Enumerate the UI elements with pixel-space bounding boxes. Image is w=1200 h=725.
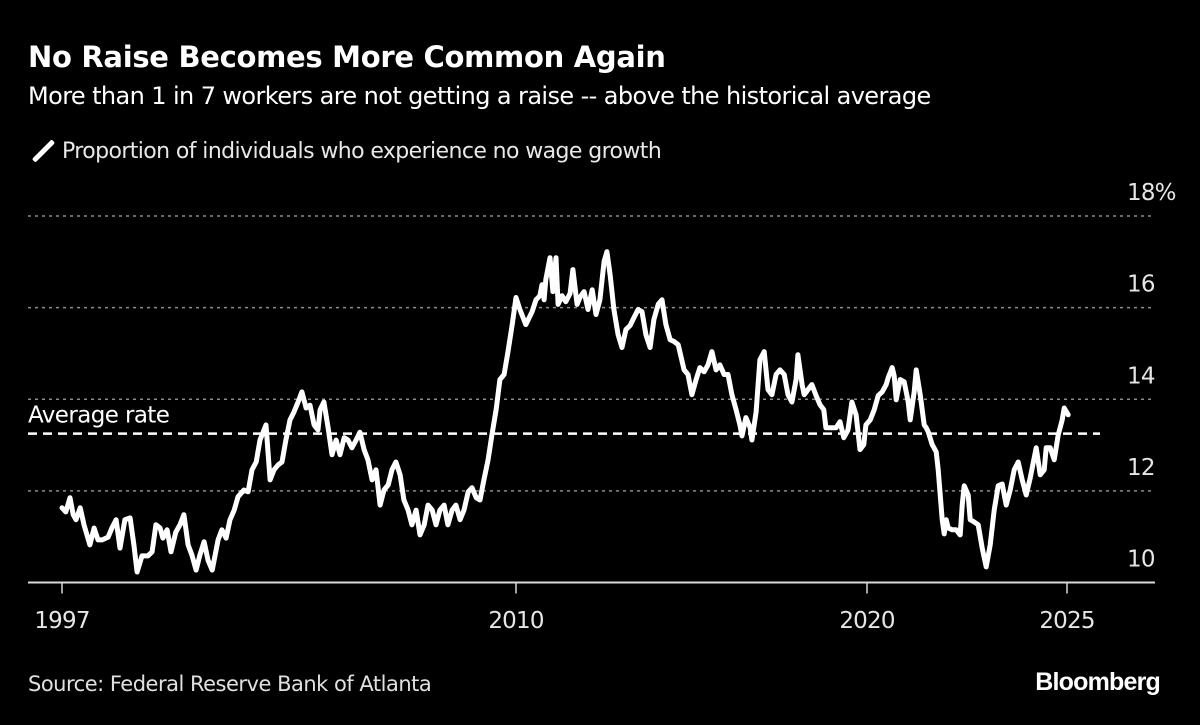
average-rate-label: Average rate	[28, 403, 169, 429]
y-tick-label: 18%	[1127, 180, 1176, 206]
average-reference: Average rate	[28, 403, 1100, 435]
legend-label: Proportion of individuals who experience…	[62, 138, 662, 164]
y-tick-label: 16	[1127, 272, 1155, 298]
series-line-no-wage-growth	[59, 249, 1071, 575]
series-layer	[59, 249, 1071, 575]
y-tick-label: 12	[1127, 455, 1155, 481]
x-tick-label: 2010	[488, 608, 543, 634]
x-axis: 1997 2010 2020 2025	[28, 581, 1155, 634]
x-tick-label: 2020	[839, 608, 894, 634]
bloomberg-logo: Bloomberg	[1035, 668, 1161, 696]
x-tick-label: 1997	[34, 608, 89, 634]
y-axis-ticks: 10 12 14 16 18%	[1127, 180, 1177, 573]
chart-subtitle: More than 1 in 7 workers are not getting…	[28, 82, 931, 110]
gridlines	[28, 215, 1155, 492]
legend: Proportion of individuals who experience…	[30, 138, 662, 164]
y-tick-label: 14	[1127, 363, 1155, 389]
chart-title: No Raise Becomes More Common Again	[28, 40, 666, 74]
source-note: Source: Federal Reserve Bank of Atlanta	[28, 672, 432, 696]
x-tick-label: 2025	[1039, 608, 1094, 634]
y-tick-label: 10	[1127, 547, 1155, 573]
